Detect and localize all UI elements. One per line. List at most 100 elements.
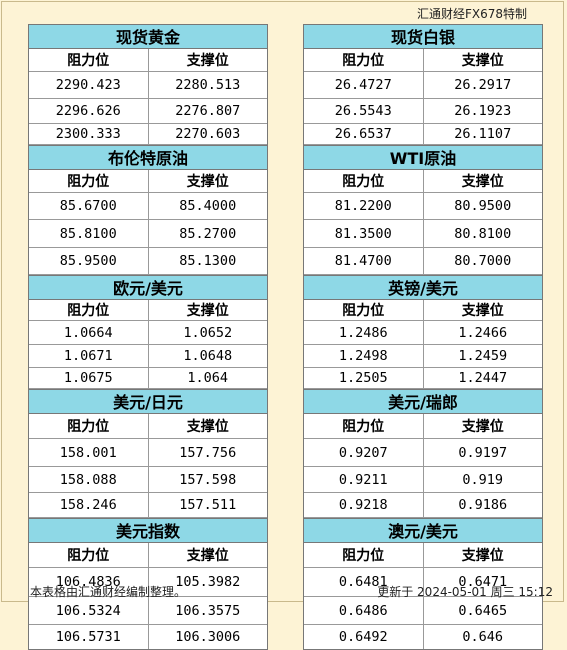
section-title: 澳元/美元 (304, 518, 542, 543)
resistance-value: 26.5543 (334, 103, 392, 119)
resistance-value: 106.5324 (55, 602, 121, 619)
resistance-header: 阻力位 (67, 53, 110, 69)
support-value: 80.7000 (422, 248, 543, 274)
section-title: 布伦特原油 (29, 145, 267, 170)
resistance-value: 106.4836 (55, 574, 121, 590)
resistance-value: 81.3500 (334, 225, 392, 242)
section-title: 英镑/美元 (304, 275, 542, 300)
header-row: 阻力位 支撑位 (29, 49, 267, 72)
table-row: 81.3500 80.8100 (304, 220, 542, 248)
footer-note: 本表格由汇通财经编制整理。 (30, 585, 187, 599)
resistance-value: 106.5731 (55, 629, 121, 645)
header-row: 阻力位 支撑位 (29, 300, 267, 321)
table-row: 158.001 157.756 (29, 439, 267, 467)
support-header: 支撑位 (422, 414, 543, 438)
resistance-value: 85.9500 (59, 253, 117, 269)
resistance-value: 158.001 (59, 444, 117, 461)
support-value: 85.1300 (147, 248, 268, 274)
support-header: 支撑位 (422, 300, 543, 320)
support-value: 2276.807 (147, 99, 268, 123)
support-value: 26.1923 (422, 99, 543, 123)
support-value: 26.2917 (422, 72, 543, 98)
resistance-value: 0.6481 (338, 574, 388, 590)
support-header: 支撑位 (422, 49, 543, 71)
table-row: 1.2498 1.2459 (304, 345, 542, 368)
support-header: 支撑位 (147, 49, 268, 71)
support-value: 157.511 (147, 493, 268, 517)
header-row: 阻力位 支撑位 (304, 170, 542, 193)
table-row: 85.8100 85.2700 (29, 220, 267, 248)
table-row: 158.246 157.511 (29, 493, 267, 518)
support-value: 2280.513 (147, 72, 268, 98)
table-row: 0.9218 0.9186 (304, 493, 542, 518)
table-row: 0.6486 0.6465 (304, 597, 542, 625)
support-value: 0.9186 (422, 493, 543, 517)
resistance-value: 0.6492 (338, 629, 388, 645)
resistance-value: 81.2200 (334, 198, 392, 214)
support-value: 0.646 (422, 625, 543, 649)
header-row: 阻力位 支撑位 (29, 543, 267, 568)
table-row: 85.6700 85.4000 (29, 193, 267, 220)
support-value: 0.9197 (422, 439, 543, 466)
page-frame (1, 1, 564, 602)
resistance-value: 0.6486 (338, 602, 388, 619)
table-row: 1.0675 1.064 (29, 368, 267, 389)
footer-updated: 更新于 2024-05-01 周三 15:12 (377, 585, 553, 599)
resistance-value: 2300.333 (55, 126, 121, 142)
resistance-value: 85.6700 (59, 198, 117, 214)
support-header: 支撑位 (147, 543, 268, 567)
resistance-header: 阻力位 (67, 174, 110, 190)
table-row: 0.9207 0.9197 (304, 439, 542, 467)
support-value: 1.064 (147, 368, 268, 388)
header-row: 阻力位 支撑位 (304, 49, 542, 72)
table-row: 2300.333 2270.603 (29, 124, 267, 145)
support-value: 85.2700 (147, 220, 268, 247)
resistance-header: 阻力位 (342, 419, 385, 435)
resistance-header: 阻力位 (342, 303, 385, 319)
support-value: 1.0652 (147, 321, 268, 344)
support-header: 支撑位 (422, 543, 543, 567)
resistance-value: 0.9218 (338, 497, 388, 513)
table-row: 81.2200 80.9500 (304, 193, 542, 220)
table-row: 2290.423 2280.513 (29, 72, 267, 99)
resistance-value: 1.0675 (63, 370, 113, 386)
resistance-value: 158.088 (59, 471, 117, 488)
support-value: 1.2466 (422, 321, 543, 344)
support-value: 0.6471 (422, 568, 543, 596)
support-value: 2270.603 (147, 124, 268, 144)
section-title: 美元/瑞郎 (304, 389, 542, 414)
section-title: 现货白银 (304, 24, 542, 49)
table-row: 106.5324 106.3575 (29, 597, 267, 625)
header-row: 阻力位 支撑位 (29, 414, 267, 439)
header-row: 阻力位 支撑位 (304, 414, 542, 439)
support-value: 1.2447 (422, 368, 543, 388)
resistance-value: 1.2505 (338, 370, 388, 386)
resistance-header: 阻力位 (342, 174, 385, 190)
resistance-value: 1.0664 (63, 324, 113, 341)
section-title: 美元指数 (29, 518, 267, 543)
support-value: 157.598 (147, 467, 268, 492)
resistance-header: 阻力位 (342, 53, 385, 69)
support-value: 106.3575 (147, 597, 268, 624)
table-row: 85.9500 85.1300 (29, 248, 267, 275)
header-row: 阻力位 支撑位 (304, 543, 542, 568)
support-header: 支撑位 (147, 414, 268, 438)
support-value: 1.2459 (422, 345, 543, 367)
resistance-value: 1.0671 (63, 348, 113, 364)
support-value: 157.756 (147, 439, 268, 466)
support-header: 支撑位 (422, 170, 543, 192)
table-row: 2296.626 2276.807 (29, 99, 267, 124)
table-row: 1.0664 1.0652 (29, 321, 267, 345)
section-title: 美元/日元 (29, 389, 267, 414)
resistance-value: 2296.626 (55, 103, 121, 119)
support-value: 0.6465 (422, 597, 543, 624)
table-row: 0.6481 0.6471 (304, 568, 542, 597)
resistance-value: 1.2498 (338, 348, 388, 364)
table-row: 1.2486 1.2466 (304, 321, 542, 345)
resistance-header: 阻力位 (342, 548, 385, 564)
support-value: 1.0648 (147, 345, 268, 367)
resistance-value: 1.2486 (338, 324, 388, 341)
support-value: 85.4000 (147, 193, 268, 219)
resistance-value: 158.246 (59, 497, 117, 513)
section-title: WTI原油 (304, 145, 542, 170)
